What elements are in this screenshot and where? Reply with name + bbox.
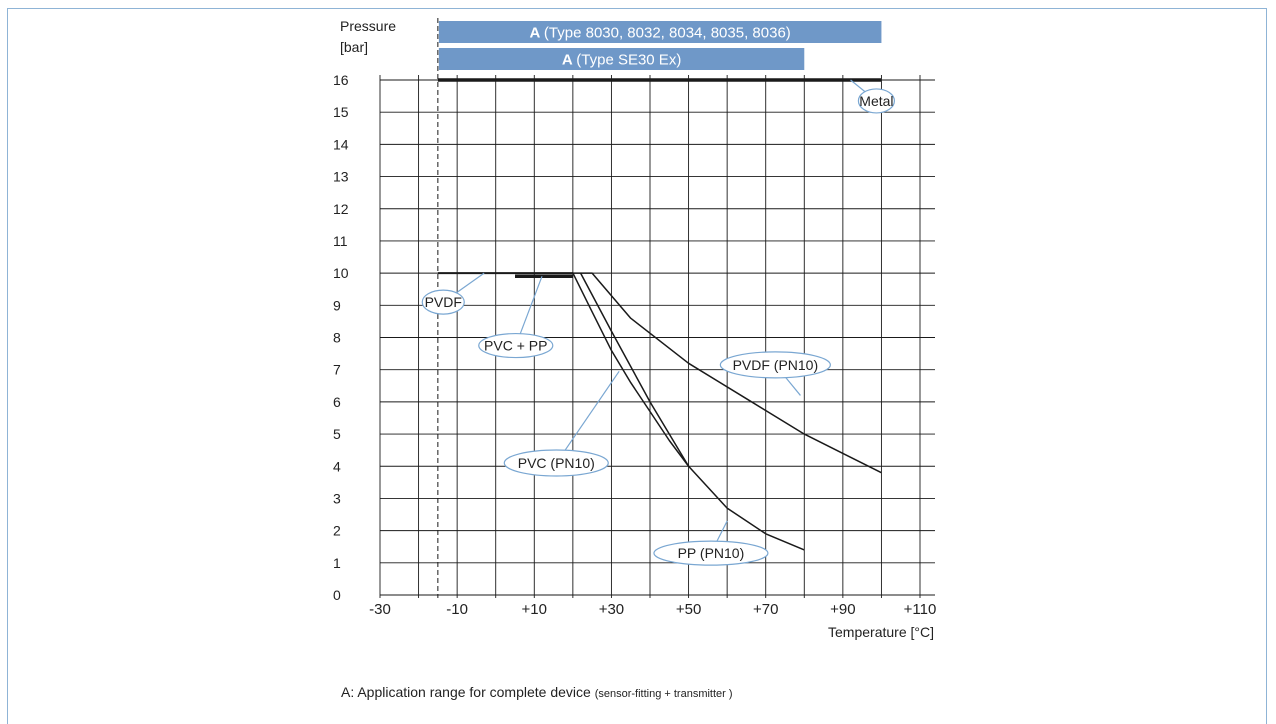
x-tick-label: +90 xyxy=(830,601,855,618)
footnote-main: A: Application range for complete device xyxy=(341,684,595,700)
annotation-label: PVDF xyxy=(425,294,462,310)
annotation-callout xyxy=(478,332,554,359)
y-tick-label: 8 xyxy=(333,330,341,346)
band-bold-letter: A xyxy=(529,25,543,42)
annotation-callout xyxy=(421,289,465,315)
y-tick-label: 1 xyxy=(333,555,341,571)
y-tick-label: 3 xyxy=(333,490,341,506)
annotation-label: PVC (PN10) xyxy=(518,455,595,471)
x-tick-label: -10 xyxy=(446,601,468,618)
application-band xyxy=(438,48,805,70)
band-bold-letter: A xyxy=(562,52,576,69)
y-tick-label: 13 xyxy=(333,169,349,185)
annotation-leader xyxy=(555,370,620,464)
band-text: (Type 8030, 8032, 8034, 8035, 8036) xyxy=(544,25,791,42)
y-tick-label: 12 xyxy=(333,201,349,217)
footnote: A: Application range for complete device… xyxy=(341,684,733,700)
band-text: (Type SE30 Ex) xyxy=(576,52,681,69)
annotation-callout xyxy=(503,449,609,477)
y-tick-label: 15 xyxy=(333,104,349,120)
y-axis-unit: [bar] xyxy=(340,39,368,55)
x-tick-label: +70 xyxy=(753,601,778,618)
application-band xyxy=(438,21,882,43)
annotation-label: PVDF (PN10) xyxy=(733,357,819,373)
annotation-callout xyxy=(653,540,769,566)
y-axis-label: Pressure xyxy=(340,18,396,34)
application-band-label: A (Type 8030, 8032, 8034, 8035, 8036) xyxy=(529,25,790,42)
x-tick-label: +10 xyxy=(522,601,547,618)
y-tick-label: 0 xyxy=(333,587,341,603)
y-tick-label: 6 xyxy=(333,394,341,410)
series-line xyxy=(579,272,805,551)
y-tick-label: 11 xyxy=(333,233,348,249)
y-tick-label: 5 xyxy=(333,426,341,442)
x-tick-label: +30 xyxy=(599,601,624,618)
y-tick-label: 9 xyxy=(333,297,341,313)
annotation-label: PP (PN10) xyxy=(678,545,745,561)
x-axis-label: Temperature [°C] xyxy=(828,624,934,640)
annotation-callout xyxy=(719,351,831,379)
x-tick-label: -30 xyxy=(369,601,391,618)
annotation-label: PVC + PP xyxy=(484,338,547,354)
series-line xyxy=(572,272,690,467)
annotation-label: Metal xyxy=(859,93,893,109)
y-tick-label: 4 xyxy=(333,458,341,474)
application-band-label: A (Type SE30 Ex) xyxy=(562,52,682,69)
panel-frame xyxy=(7,8,1267,724)
x-tick-label: +50 xyxy=(676,601,701,618)
series-line xyxy=(572,272,882,474)
annotation-callout xyxy=(857,88,896,114)
y-tick-label: 10 xyxy=(333,265,349,281)
footnote-detail: (sensor-fitting + transmitter ) xyxy=(594,688,733,700)
x-tick-label: +110 xyxy=(904,601,937,618)
y-tick-label: 7 xyxy=(333,362,341,378)
y-tick-label: 16 xyxy=(333,72,349,88)
y-tick-label: 14 xyxy=(333,136,349,152)
y-tick-label: 2 xyxy=(333,523,341,539)
